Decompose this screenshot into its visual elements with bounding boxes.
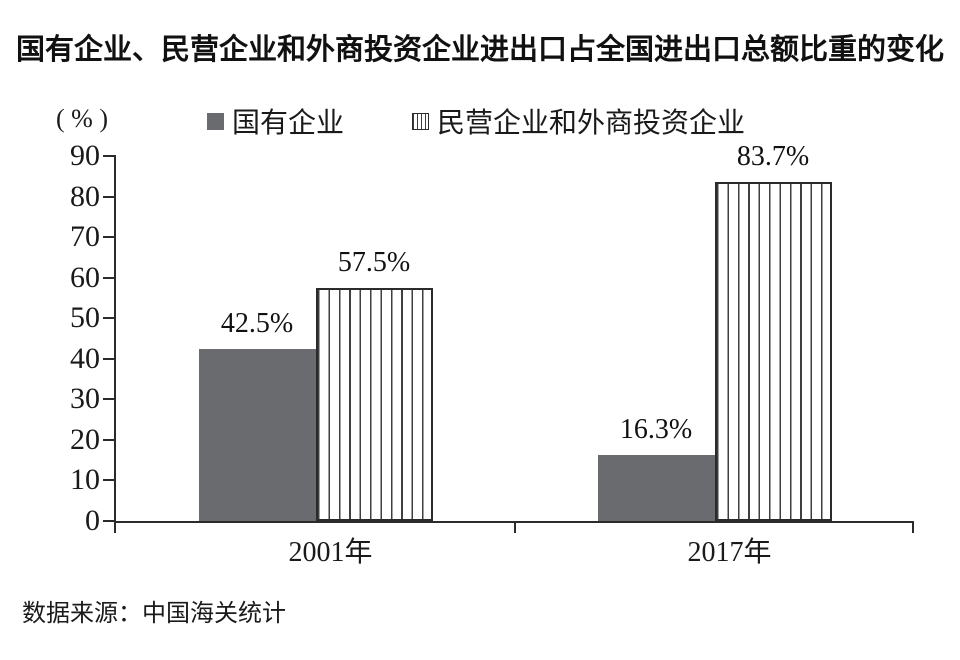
plot-area: 0 10 20 30 40 50 60 70 80 90 42.5% 57.5% 2001年 16.3% 8… — [70, 140, 914, 568]
y-axis-tick-label: 90 — [70, 139, 100, 172]
bar-value-label: 57.5% — [337, 246, 411, 278]
x-axis-category-label: 2017年 — [687, 537, 772, 568]
bar-private-foreign — [315, 287, 433, 521]
x-axis-category-label: 2001年 — [288, 537, 373, 568]
y-axis-unit-label: ( % ) — [56, 104, 108, 133]
x-axis-separator-tick — [912, 521, 914, 533]
bar-state-owned — [198, 348, 316, 521]
legend-label-private-foreign: 民营企业和外商投资企业 — [437, 108, 746, 139]
y-axis-tick-label: 30 — [70, 382, 100, 416]
y-axis-tick-label: 20 — [70, 422, 100, 456]
y-axis-tick-label: 50 — [70, 301, 100, 335]
y-axis-tick — [103, 357, 116, 360]
solid-bar-swatch-icon — [207, 112, 224, 130]
y-axis-tick — [103, 479, 116, 482]
y-axis-baseline-extension — [114, 521, 116, 533]
bar-value-label: 42.5% — [220, 307, 294, 339]
bar-value-label: 83.7% — [736, 140, 810, 172]
bar-private-foreign — [714, 181, 832, 521]
y-axis-tick — [103, 155, 116, 157]
bar-value-label: 16.3% — [619, 413, 693, 445]
y-axis-tick — [103, 236, 116, 239]
legend-item-private-foreign: 民营企业和外商投资企业 — [412, 104, 746, 139]
y-axis-tick — [103, 317, 116, 320]
chart-title: 国有企业、民营企业和外商投资企业进出口占全国进出口总额比重的变化 — [15, 34, 944, 66]
y-axis-tick — [103, 398, 116, 401]
x-axis-separator-tick — [514, 521, 516, 533]
legend-item-state-owned: 国有企业 — [207, 104, 345, 139]
y-axis-tick — [103, 438, 116, 441]
bar-state-owned — [597, 454, 715, 521]
y-axis-tick-label: 80 — [70, 179, 100, 213]
y-axis-tick-label: 60 — [70, 260, 100, 294]
striped-bar-swatch-icon — [412, 112, 429, 130]
y-axis-tick — [103, 276, 116, 279]
y-axis-tick-label: 40 — [70, 341, 100, 375]
y-axis-tick — [103, 195, 116, 198]
y-axis-tick-label: 70 — [70, 220, 100, 254]
data-source-note: 数据来源：中国海关统计 — [22, 601, 286, 627]
y-axis-tick-label: 0 — [85, 504, 100, 537]
y-axis-tick — [103, 520, 116, 522]
y-axis-tick-label: 10 — [70, 463, 100, 497]
legend-label-state-owned: 国有企业 — [232, 108, 345, 139]
